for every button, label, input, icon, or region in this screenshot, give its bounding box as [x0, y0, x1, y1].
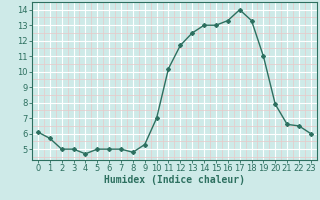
- X-axis label: Humidex (Indice chaleur): Humidex (Indice chaleur): [104, 175, 245, 185]
